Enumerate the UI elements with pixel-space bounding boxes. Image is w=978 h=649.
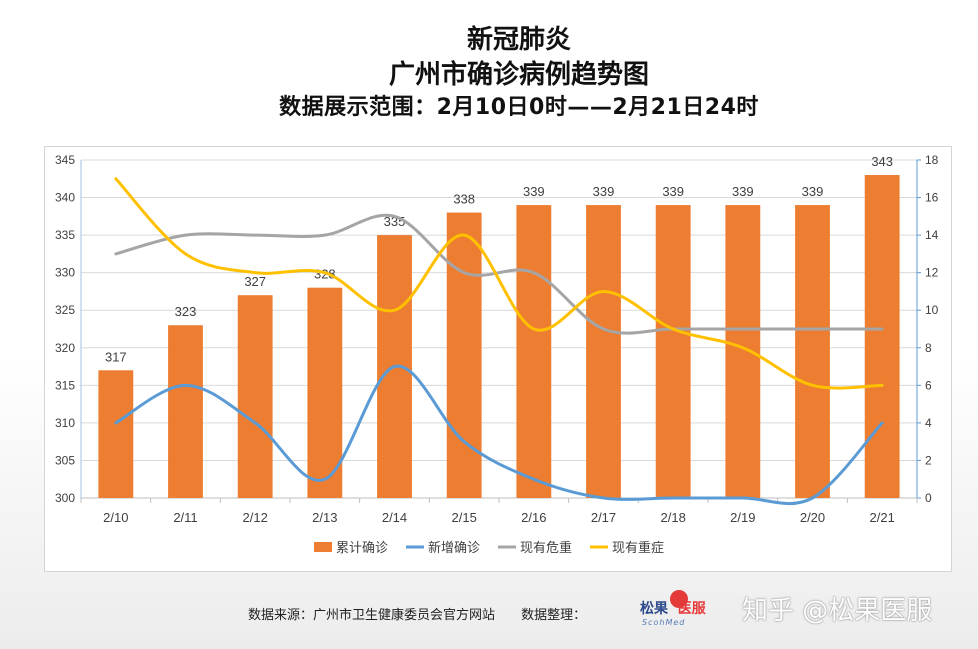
x-tick-label: 2/13	[312, 510, 337, 525]
brand-logo: 松果 医服 ScohMed	[636, 590, 726, 630]
bar-data-label: 339	[523, 184, 545, 199]
watermark: 知乎 @松果医服	[742, 596, 933, 626]
y-left-tick-label: 345	[55, 153, 75, 167]
bar-data-label: 327	[244, 274, 266, 289]
logo-text: 松果 医服	[640, 598, 706, 618]
bar	[655, 205, 691, 499]
legend-swatch-bar	[314, 542, 332, 552]
logo-name-b: 医服	[677, 601, 706, 617]
legend-label: 现有危重	[520, 540, 572, 556]
bar	[725, 205, 761, 499]
x-tick-label: 2/16	[521, 510, 546, 525]
y-left-tick-label: 340	[55, 191, 75, 205]
title-line-2: 广州市确诊病例趋势图	[388, 60, 649, 90]
x-tick-label: 2/19	[730, 510, 755, 525]
trend-chart: 300 305 310 315 320 325 330 335 340 345 0 2 4 6 8 10 12 1…	[55, 153, 939, 556]
new-confirmed-line	[114, 364, 884, 506]
severe-line	[114, 177, 884, 390]
x-tick-label: 2/20	[800, 510, 825, 525]
x-tick-label: 2/15	[452, 510, 477, 525]
y-right-tick-label: 14	[925, 228, 939, 242]
bar	[307, 287, 343, 498]
bar-data-label: 323	[175, 304, 197, 319]
x-tick-label: 2/21	[870, 510, 895, 525]
title-line-3: 数据展示范围：2月10日0时——2月21日24时	[279, 95, 759, 120]
critical-line	[114, 213, 884, 335]
bar	[864, 175, 900, 498]
chart-title: 新冠肺炎 广州市确诊病例趋势图 数据展示范围：2月10日0时——2月21日24时	[0, 22, 978, 124]
bar-data-label: 338	[453, 192, 475, 207]
y-left-tick-label: 310	[55, 416, 75, 430]
pot-icon	[670, 590, 688, 608]
y-left-tick-label: 330	[55, 266, 75, 280]
y-left-tick-label: 335	[55, 228, 75, 242]
x-tick-label: 2/12	[243, 510, 268, 525]
title-line-1: 新冠肺炎	[466, 25, 571, 55]
x-tick-label: 2/11	[173, 510, 197, 525]
footer: 数据来源：广州市卫生健康委员会官方网站 数据整理：	[248, 604, 608, 623]
x-tick-label: 2/18	[661, 510, 686, 525]
bar-data-label: 339	[593, 184, 615, 199]
y-right-tick-label: 8	[925, 341, 932, 355]
y-right-tick-label: 4	[925, 416, 932, 430]
legend-label: 新增确诊	[428, 540, 480, 556]
y-right-tick-label: 6	[925, 378, 932, 392]
y-left-tick-label: 325	[55, 303, 75, 317]
x-tick-label: 2/17	[591, 510, 616, 525]
bar	[446, 212, 482, 499]
y-right-tick-label: 2	[925, 453, 932, 467]
legend-label: 累计确诊	[336, 541, 388, 556]
bar	[795, 205, 830, 499]
bar-data-label: 339	[802, 184, 824, 199]
y-left-tick-label: 300	[55, 491, 75, 505]
bar	[98, 370, 134, 498]
bar	[516, 205, 552, 499]
data-source-text: 数据来源：广州市卫生健康委员会官方网站	[248, 608, 496, 623]
logo-name-a: 松果	[640, 601, 668, 617]
bar-data-label: 339	[662, 184, 684, 199]
logo-subtitle: ScohMed	[642, 618, 686, 627]
bar-data-label: 339	[732, 184, 754, 199]
chart-panel: 300 305 310 315 320 325 330 335 340 345 0 2 4 6 8 10 12 1…	[44, 146, 952, 572]
y-left-tick-label: 320	[55, 341, 75, 355]
bar-data-label: 317	[105, 349, 127, 364]
logo-spacer	[668, 601, 678, 617]
legend-label: 现有重症	[612, 540, 664, 556]
y-left-tick-label: 315	[55, 378, 75, 392]
y-left-tick-label: 305	[55, 453, 75, 467]
y-right-tick-label: 0	[925, 491, 932, 505]
data-compiler-text: 数据整理：	[521, 608, 587, 623]
bar-data-label: 343	[871, 154, 893, 169]
y-right-tick-label: 12	[925, 266, 939, 280]
y-right-tick-label: 18	[925, 153, 939, 167]
x-tick-label: 2/10	[103, 510, 128, 525]
bar	[168, 325, 203, 498]
bar	[237, 295, 273, 498]
y-right-tick-label: 10	[925, 303, 939, 317]
y-right-tick-label: 16	[925, 191, 939, 205]
bar	[586, 205, 621, 499]
x-tick-label: 2/14	[382, 510, 407, 525]
